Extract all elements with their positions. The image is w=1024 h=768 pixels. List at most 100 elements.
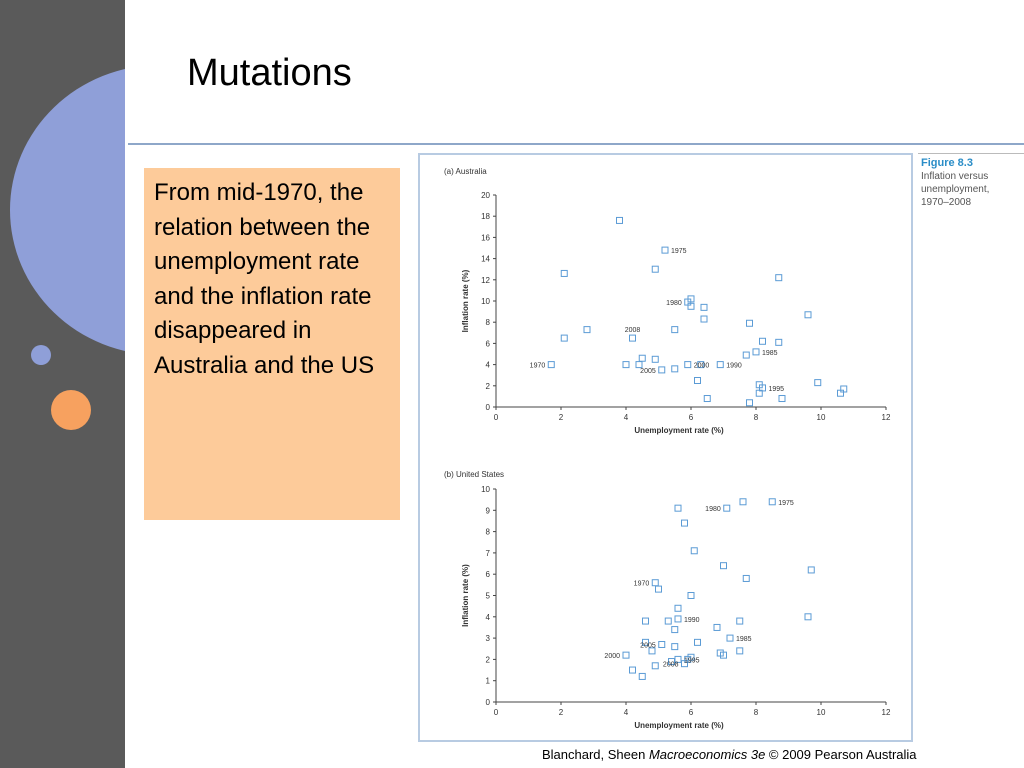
data-point xyxy=(560,269,568,277)
y-tick-label: 14 xyxy=(481,255,490,264)
data-point xyxy=(775,274,783,282)
data-point xyxy=(736,617,744,625)
footer-prefix: Blanchard, Sheen xyxy=(542,747,649,762)
data-point xyxy=(629,666,636,674)
x-tick-label: 10 xyxy=(817,413,826,422)
point-annotation: 1980 xyxy=(666,300,682,307)
data-point xyxy=(690,547,698,555)
x-tick-label: 8 xyxy=(754,708,759,717)
decorative-large-circle xyxy=(10,65,125,355)
point-annotation: 1975 xyxy=(671,248,687,255)
point-annotation: 1985 xyxy=(736,636,752,643)
point-annotation: 2005 xyxy=(640,642,656,649)
data-point xyxy=(651,662,659,670)
point-annotation: 2008 xyxy=(663,662,679,669)
data-point xyxy=(775,338,783,346)
figure-caption-divider xyxy=(918,153,1024,154)
point-annotation: 1990 xyxy=(684,617,700,624)
data-point xyxy=(655,585,662,593)
y-tick-label: 4 xyxy=(486,361,491,370)
figure-panel: (a) Australia 0 2 4 6 8 10 12 0 2 4 6 8 10 12 14 16 18 20 U… xyxy=(418,153,913,742)
point-annotation: 1970 xyxy=(634,581,650,588)
x-tick-label: 6 xyxy=(689,708,694,717)
data-point xyxy=(687,592,695,599)
y-tick-label: 8 xyxy=(486,528,491,537)
decorative-orange-circle xyxy=(51,390,91,430)
x-axis-label: Unemployment rate (%) xyxy=(634,721,724,730)
data-point xyxy=(697,361,705,369)
data-point xyxy=(723,504,731,512)
x-tick-label: 0 xyxy=(494,413,499,422)
y-tick-label: 18 xyxy=(481,212,490,221)
point-annotation: 1995 xyxy=(769,386,785,393)
data-point xyxy=(638,672,646,680)
data-point xyxy=(616,216,623,224)
data-point xyxy=(671,626,679,634)
data-point xyxy=(671,643,679,651)
data-point xyxy=(674,655,682,663)
point-annotation: 1990 xyxy=(726,363,742,370)
data-point xyxy=(674,615,682,623)
point-annotation: 2000 xyxy=(604,653,620,660)
body-text: From mid-1970, the relation between the … xyxy=(154,179,375,379)
data-point xyxy=(648,647,656,655)
data-point xyxy=(742,574,750,582)
y-tick-label: 2 xyxy=(486,382,491,391)
x-tick-label: 2 xyxy=(559,413,564,422)
data-point xyxy=(700,303,708,311)
data-point xyxy=(720,562,727,570)
y-tick-label: 7 xyxy=(486,549,491,558)
footer-book-title: Macroeconomics 3e xyxy=(648,747,766,762)
y-tick-label: 1 xyxy=(486,677,491,686)
y-tick-label: 0 xyxy=(486,698,491,707)
x-tick-label: 2 xyxy=(559,708,564,717)
data-point xyxy=(694,638,701,646)
data-point xyxy=(684,361,692,369)
x-tick-label: 10 xyxy=(817,708,826,717)
data-point xyxy=(759,384,766,392)
x-tick-label: 0 xyxy=(494,708,499,717)
y-tick-label: 10 xyxy=(481,485,490,494)
sidebar-decoration xyxy=(0,0,125,768)
data-point xyxy=(804,311,812,319)
data-point xyxy=(664,617,672,625)
data-point xyxy=(560,334,568,342)
x-axis-label: Unemployment rate (%) xyxy=(634,426,724,435)
data-point xyxy=(713,623,721,631)
data-point xyxy=(638,354,646,362)
text-box: From mid-1970, the relation between the … xyxy=(144,168,400,520)
data-point xyxy=(742,351,750,359)
y-tick-label: 9 xyxy=(486,506,491,515)
chart-title: (a) Australia xyxy=(444,167,487,176)
data-point xyxy=(746,319,753,327)
point-annotation: 1975 xyxy=(778,500,794,507)
point-annotation: 1995 xyxy=(684,657,700,664)
data-point xyxy=(622,361,630,369)
y-tick-label: 0 xyxy=(486,403,491,412)
x-tick-label: 12 xyxy=(882,413,891,422)
data-point xyxy=(778,395,786,403)
title-divider xyxy=(128,143,1024,145)
data-point xyxy=(547,361,555,369)
data-point xyxy=(716,361,724,369)
point-annotation: 2008 xyxy=(625,327,641,334)
data-point xyxy=(651,265,659,273)
data-point xyxy=(814,379,822,387)
chart-title: (b) United States xyxy=(444,470,504,479)
footer-citation: Blanchard, Sheen Macroeconomics 3e © 200… xyxy=(542,747,917,762)
x-tick-label: 4 xyxy=(624,413,629,422)
y-tick-label: 4 xyxy=(486,613,491,622)
data-point xyxy=(658,640,666,648)
data-point xyxy=(700,315,708,323)
data-point xyxy=(642,617,649,625)
figure-caption: Figure 8.3 Inflation versus unemployment… xyxy=(921,157,1016,209)
data-point xyxy=(674,504,682,512)
data-point xyxy=(629,334,636,342)
footer-suffix: © 2009 Pearson Australia xyxy=(765,747,917,762)
data-point xyxy=(671,326,679,334)
data-point xyxy=(622,651,630,659)
data-point xyxy=(642,638,649,646)
decorative-small-circle xyxy=(31,345,51,365)
figure-caption-text: Inflation versus unemployment, 1970–2008 xyxy=(921,171,990,208)
